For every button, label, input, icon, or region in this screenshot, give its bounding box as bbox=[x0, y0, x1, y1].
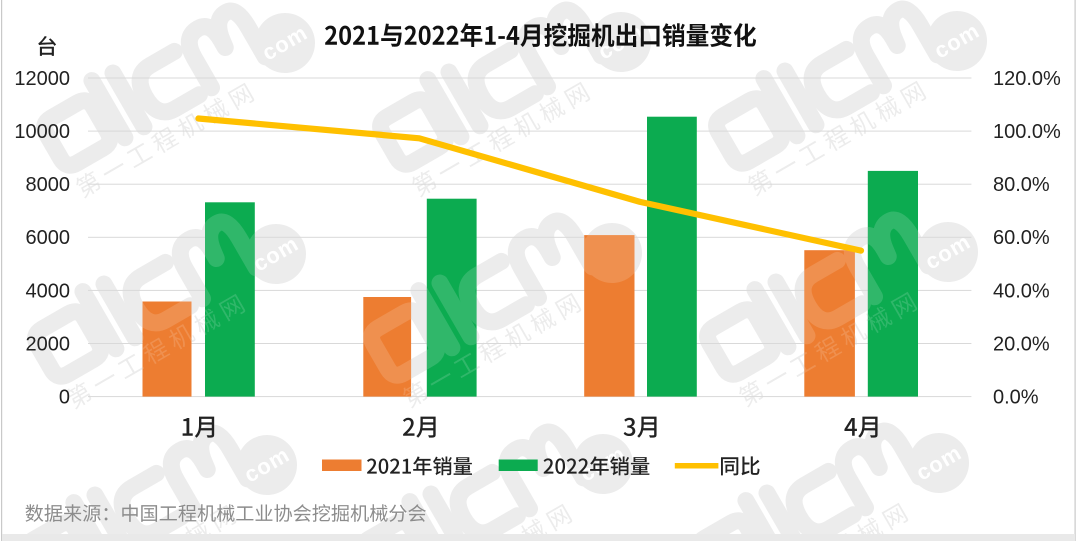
svg-text:100.0%: 100.0% bbox=[993, 121, 1061, 143]
svg-text:4000: 4000 bbox=[26, 280, 71, 302]
svg-text:6000: 6000 bbox=[26, 227, 71, 249]
svg-text:60.0%: 60.0% bbox=[993, 227, 1050, 249]
svg-text:0: 0 bbox=[59, 387, 70, 409]
svg-text:20.0%: 20.0% bbox=[993, 333, 1050, 355]
svg-text:2000: 2000 bbox=[26, 333, 71, 355]
svg-text:80.0%: 80.0% bbox=[993, 174, 1050, 196]
svg-text:12000: 12000 bbox=[14, 68, 70, 90]
svg-text:8000: 8000 bbox=[26, 174, 71, 196]
svg-text:40.0%: 40.0% bbox=[993, 280, 1050, 302]
svg-text:0.0%: 0.0% bbox=[993, 387, 1039, 409]
svg-text:10000: 10000 bbox=[14, 121, 70, 143]
svg-text:120.0%: 120.0% bbox=[993, 68, 1061, 90]
